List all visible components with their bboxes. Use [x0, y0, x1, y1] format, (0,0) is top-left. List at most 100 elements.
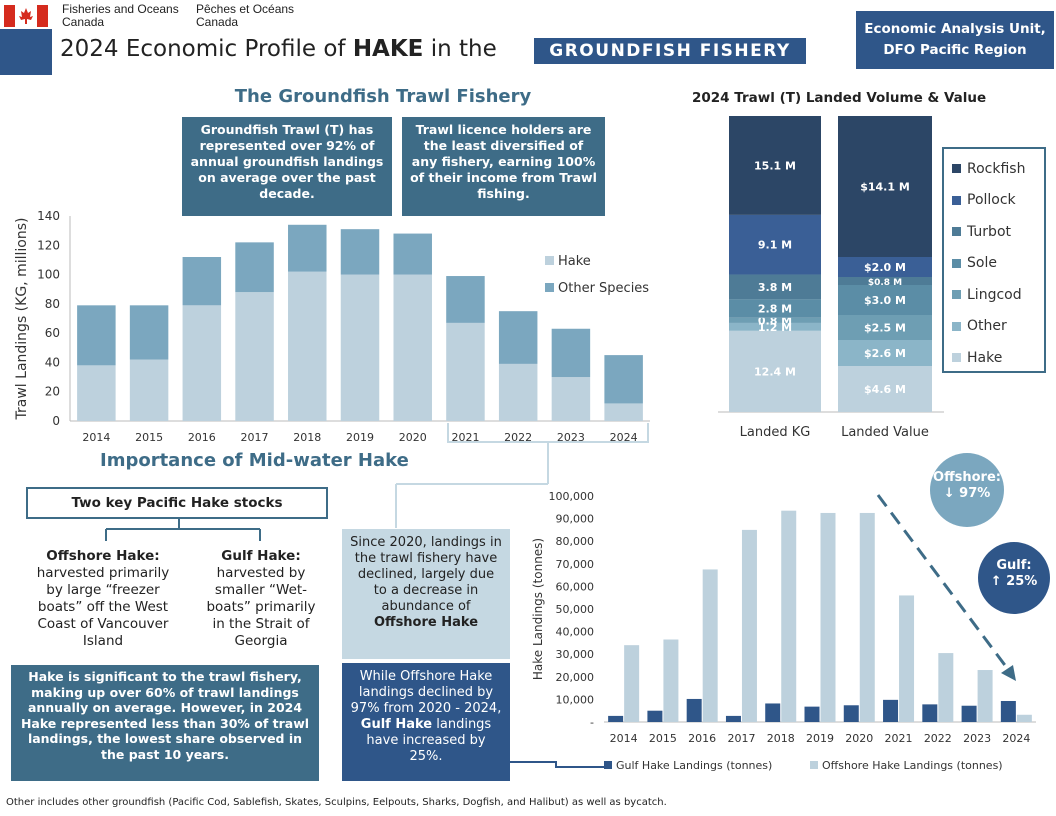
data-label: 9.1 M	[758, 239, 792, 252]
offshore-hake-bar	[820, 512, 836, 722]
footnote: Other includes other groundfish (Pacific…	[6, 797, 667, 808]
y-tick-label: 70,000	[556, 558, 595, 571]
data-label: $2.0 M	[864, 261, 906, 274]
midwater-heading: Importance of Mid-water Hake	[100, 450, 409, 471]
other-segment	[838, 340, 932, 366]
y-tick-label: 50,000	[556, 603, 595, 616]
y-tick-label: 100,000	[549, 490, 595, 503]
canada-flag	[4, 5, 48, 27]
gulf-hake-bar	[961, 705, 977, 722]
legend-label: Sole	[967, 255, 997, 272]
gulf-badge-value: ↑ 25%	[978, 574, 1050, 590]
bracket-connector	[395, 423, 649, 528]
y-tick-label: 80,000	[556, 535, 595, 548]
dept-fr-line2: Canada	[196, 15, 239, 29]
data-label: $4.6 M	[864, 383, 906, 396]
hake-bar	[235, 292, 274, 421]
dept-en-line2: Canada	[62, 15, 105, 29]
gulf-hake-bar	[1000, 700, 1016, 722]
stocks-connector	[105, 519, 261, 541]
unit-line2: DFO Pacific Region	[883, 42, 1027, 58]
legend-label: Pollock	[967, 192, 1016, 209]
hake-bar	[288, 271, 327, 421]
hake-segment	[729, 330, 821, 412]
x-tick-label: 2018	[767, 732, 795, 745]
legend-label: Turbot	[967, 223, 1011, 240]
x-tick-label: 2019	[346, 431, 374, 444]
x-tick-label: 2024	[1002, 732, 1030, 745]
gulf-hake-bar	[725, 715, 741, 722]
volume-value-title: 2024 Trawl (T) Landed Volume & Value	[692, 90, 987, 106]
gulf-badge-pct: 25%	[1006, 574, 1038, 589]
licence-callout: Trawl licence holders are the least dive…	[402, 117, 605, 216]
data-label: $2.5 M	[864, 322, 906, 335]
y-tick-label: 60	[45, 326, 60, 340]
dept-en-line1: Fisheries and Oceans	[62, 2, 179, 16]
hake-bar	[551, 377, 591, 421]
offshore-hake-bar	[938, 653, 954, 722]
gulf-hake-bar	[883, 699, 899, 722]
offshore-badge-title: Offshore:	[933, 470, 1001, 485]
legend-item: Other	[952, 311, 1044, 343]
data-label: $0.8 M	[868, 278, 902, 288]
dept-name-fr: Pêches et Océans Canada	[196, 3, 294, 29]
offshore-hake-desc: Offshore Hake: harvested primarily by la…	[32, 548, 174, 650]
fishery-badge: GROUNDFISH FISHERY	[534, 38, 806, 64]
gulf-badge: Gulf: ↑ 25%	[978, 542, 1050, 614]
offshore-hake-bar	[977, 670, 993, 722]
x-tick-label: 2017	[241, 431, 269, 444]
legend-swatch	[952, 258, 961, 268]
offshore-badge-value: ↓ 97%	[930, 486, 1004, 502]
offshore-decline-callout: While Offshore Hake landings declined by…	[342, 663, 510, 781]
title-mid: in the	[423, 36, 497, 62]
sole-segment	[838, 285, 932, 315]
hake-landings-chart: - 10,000 20,000 30,000 40,000 50,000 60,000 70,…	[531, 490, 1036, 772]
gulf-badge-title: Gulf:	[996, 558, 1032, 573]
legend-label: Hake	[558, 254, 591, 269]
offshore-decline-tail: landings have increased by 25%.	[366, 717, 492, 764]
data-label: 15.1 M	[754, 159, 796, 172]
gulf-hake-bar	[608, 715, 624, 722]
y-tick-label: -	[590, 716, 594, 729]
dept-name-en: Fisheries and Oceans Canada	[62, 3, 179, 29]
offshore-badge: Offshore: ↓ 97%	[930, 453, 1004, 527]
hake-bar	[604, 403, 643, 421]
hake-bar	[182, 305, 222, 421]
legend-swatch	[952, 227, 961, 237]
legend-swatch	[545, 283, 554, 292]
gulf-hake-bar	[843, 705, 859, 722]
offshore-hake-bar	[741, 529, 757, 722]
y-tick-label: 40	[45, 355, 60, 369]
legend-label: Other	[967, 318, 1007, 335]
lingcod-segment	[729, 317, 821, 323]
other-segment	[729, 322, 821, 331]
decline-text: Since 2020, landings in the trawl fisher…	[350, 535, 502, 614]
y-tick-label: 80	[45, 297, 60, 311]
hake-bar	[393, 274, 432, 421]
legend-item: Lingcod	[952, 279, 1044, 311]
fishery-badge-label: GROUNDFISH FISHERY	[549, 41, 791, 61]
data-label: $14.1 M	[860, 181, 910, 194]
lingcod-segment	[838, 315, 932, 340]
gulf-hake-desc: Gulf Hake: harvested by smaller “Wet-boa…	[200, 548, 322, 650]
rockfish-segment	[838, 116, 932, 257]
hake-significance-callout: Hake is significant to the trawl fishery…	[11, 665, 319, 781]
y-tick-label: 30,000	[556, 648, 595, 661]
gulf-hake-bar	[686, 698, 702, 722]
page-title: 2024 Economic Profile of HAKE in the	[60, 36, 497, 62]
title-prefix: 2024 Economic Profile of	[60, 36, 353, 62]
y-tick-label: 20,000	[556, 671, 595, 684]
other-species-bar	[235, 242, 274, 293]
offshore-hake-bar	[624, 645, 640, 722]
legend-label: Lingcod	[967, 286, 1022, 303]
other-species-bar	[393, 233, 432, 275]
x-tick-label: 2022	[504, 431, 532, 444]
legend-label: Hake	[967, 349, 1003, 366]
two-stocks-box: Two key Pacific Hake stocks	[26, 487, 328, 519]
other-species-bar	[551, 328, 591, 378]
y-axis-title: Trawl Landings (KG, millions)	[14, 218, 30, 421]
legend-item: Pollock	[952, 185, 1044, 217]
offshore-hake-bar	[1016, 714, 1032, 722]
data-label: 2.8 M	[758, 303, 792, 316]
offshore-hake-bar	[899, 595, 915, 722]
